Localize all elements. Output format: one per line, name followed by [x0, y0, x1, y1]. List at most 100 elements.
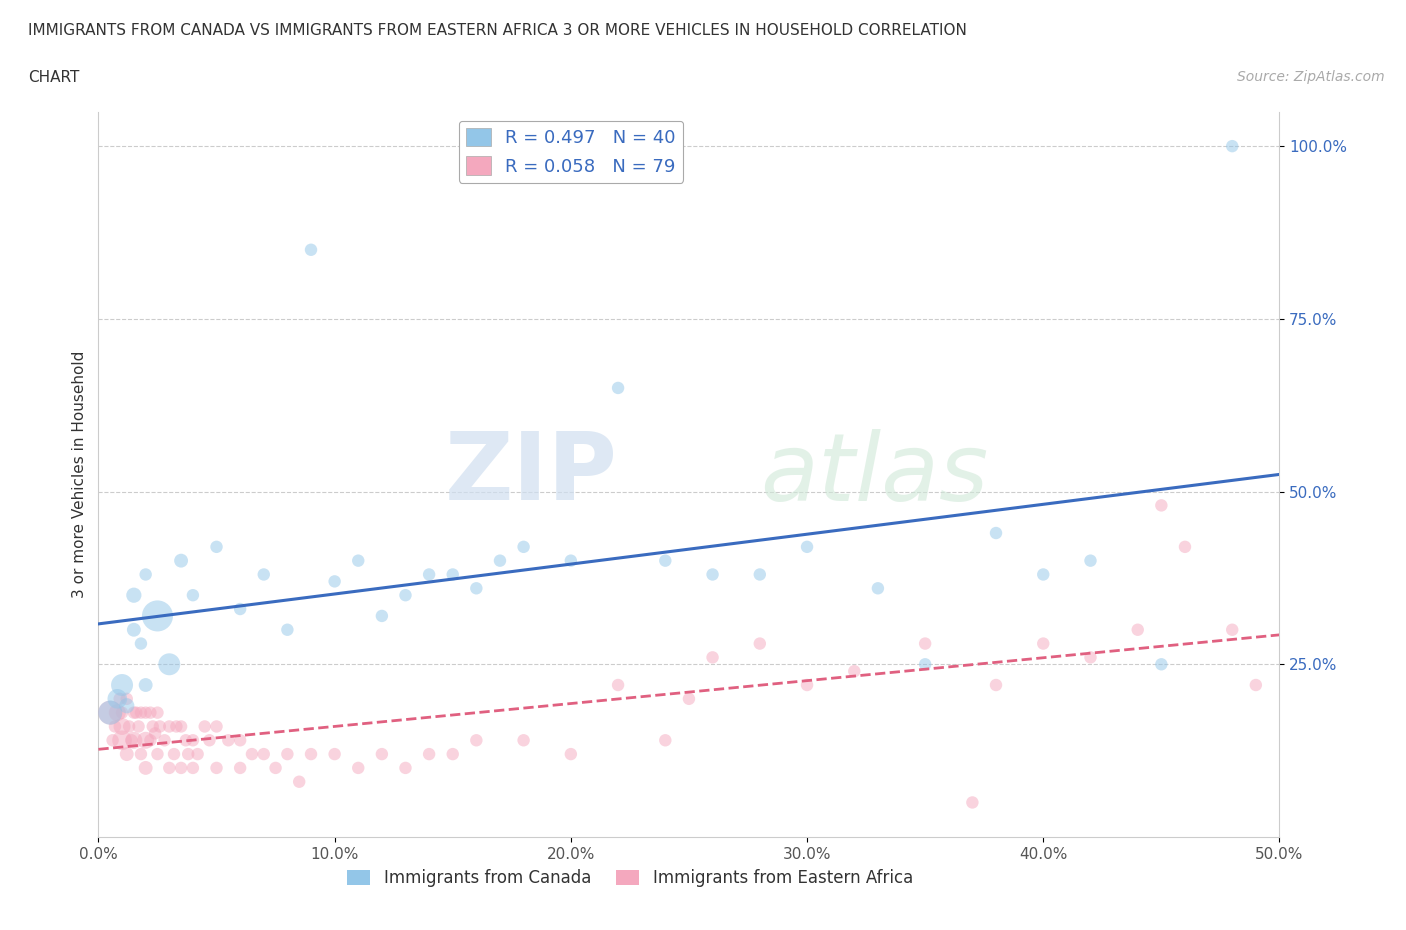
Point — [170, 553, 193, 568]
Text: ZIP: ZIP — [446, 429, 619, 520]
Point — [371, 608, 394, 623]
Point — [512, 733, 534, 748]
Text: atlas: atlas — [759, 429, 988, 520]
Point — [371, 747, 394, 762]
Point — [1174, 539, 1197, 554]
Point — [347, 761, 370, 776]
Point — [229, 733, 252, 748]
Point — [1080, 553, 1102, 568]
Point — [678, 691, 700, 706]
Point — [135, 567, 157, 582]
Point — [394, 588, 416, 603]
Point — [205, 539, 228, 554]
Point — [177, 747, 200, 762]
Point — [153, 733, 176, 748]
Point — [181, 588, 204, 603]
Point — [276, 747, 298, 762]
Point — [174, 733, 197, 748]
Point — [198, 733, 221, 748]
Point — [914, 657, 936, 671]
Point — [654, 733, 676, 748]
Point — [98, 705, 121, 720]
Point — [146, 608, 169, 623]
Point — [264, 761, 287, 776]
Y-axis label: 3 or more Vehicles in Household: 3 or more Vehicles in Household — [72, 351, 87, 598]
Point — [217, 733, 239, 748]
Point — [1150, 657, 1173, 671]
Point — [143, 726, 166, 741]
Point — [323, 574, 346, 589]
Point — [984, 678, 1007, 693]
Point — [108, 691, 131, 706]
Point — [465, 581, 488, 596]
Point — [796, 539, 818, 554]
Legend: Immigrants from Canada, Immigrants from Eastern Africa: Immigrants from Canada, Immigrants from … — [340, 863, 920, 894]
Text: Source: ZipAtlas.com: Source: ZipAtlas.com — [1237, 70, 1385, 84]
Point — [122, 733, 145, 748]
Point — [146, 747, 169, 762]
Point — [418, 747, 440, 762]
Point — [135, 733, 157, 748]
Point — [607, 678, 630, 693]
Point — [111, 733, 134, 748]
Point — [654, 553, 676, 568]
Point — [276, 622, 298, 637]
Point — [844, 664, 866, 679]
Point — [163, 747, 186, 762]
Point — [121, 733, 143, 748]
Point — [702, 650, 724, 665]
Point — [1244, 678, 1267, 693]
Point — [288, 775, 311, 790]
Point — [101, 733, 124, 748]
Point — [128, 719, 150, 734]
Point — [122, 588, 145, 603]
Point — [489, 553, 512, 568]
Point — [748, 567, 770, 582]
Point — [323, 747, 346, 762]
Point — [1080, 650, 1102, 665]
Point — [157, 761, 180, 776]
Point — [181, 761, 204, 776]
Point — [187, 747, 209, 762]
Point — [170, 761, 193, 776]
Point — [111, 719, 134, 734]
Point — [253, 747, 276, 762]
Point — [748, 636, 770, 651]
Point — [205, 761, 228, 776]
Point — [181, 733, 204, 748]
Point — [866, 581, 889, 596]
Point — [796, 678, 818, 693]
Point — [240, 747, 263, 762]
Point — [465, 733, 488, 748]
Point — [139, 733, 162, 748]
Point — [115, 691, 138, 706]
Point — [984, 525, 1007, 540]
Text: IMMIGRANTS FROM CANADA VS IMMIGRANTS FROM EASTERN AFRICA 3 OR MORE VEHICLES IN H: IMMIGRANTS FROM CANADA VS IMMIGRANTS FRO… — [28, 23, 967, 38]
Point — [135, 761, 157, 776]
Point — [129, 705, 152, 720]
Point — [229, 761, 252, 776]
Point — [1126, 622, 1149, 637]
Text: CHART: CHART — [28, 70, 80, 85]
Point — [98, 705, 121, 720]
Point — [105, 691, 128, 706]
Point — [115, 698, 138, 713]
Point — [441, 567, 464, 582]
Point — [1032, 636, 1054, 651]
Point — [205, 719, 228, 734]
Point — [118, 719, 141, 734]
Point — [135, 705, 157, 720]
Point — [1220, 139, 1243, 153]
Point — [149, 719, 172, 734]
Point — [607, 380, 630, 395]
Point — [1150, 498, 1173, 512]
Point — [347, 553, 370, 568]
Point — [702, 567, 724, 582]
Point — [105, 705, 128, 720]
Point — [111, 678, 134, 693]
Point — [122, 705, 145, 720]
Point — [104, 719, 127, 734]
Point — [299, 243, 322, 258]
Point — [115, 747, 138, 762]
Point — [441, 747, 464, 762]
